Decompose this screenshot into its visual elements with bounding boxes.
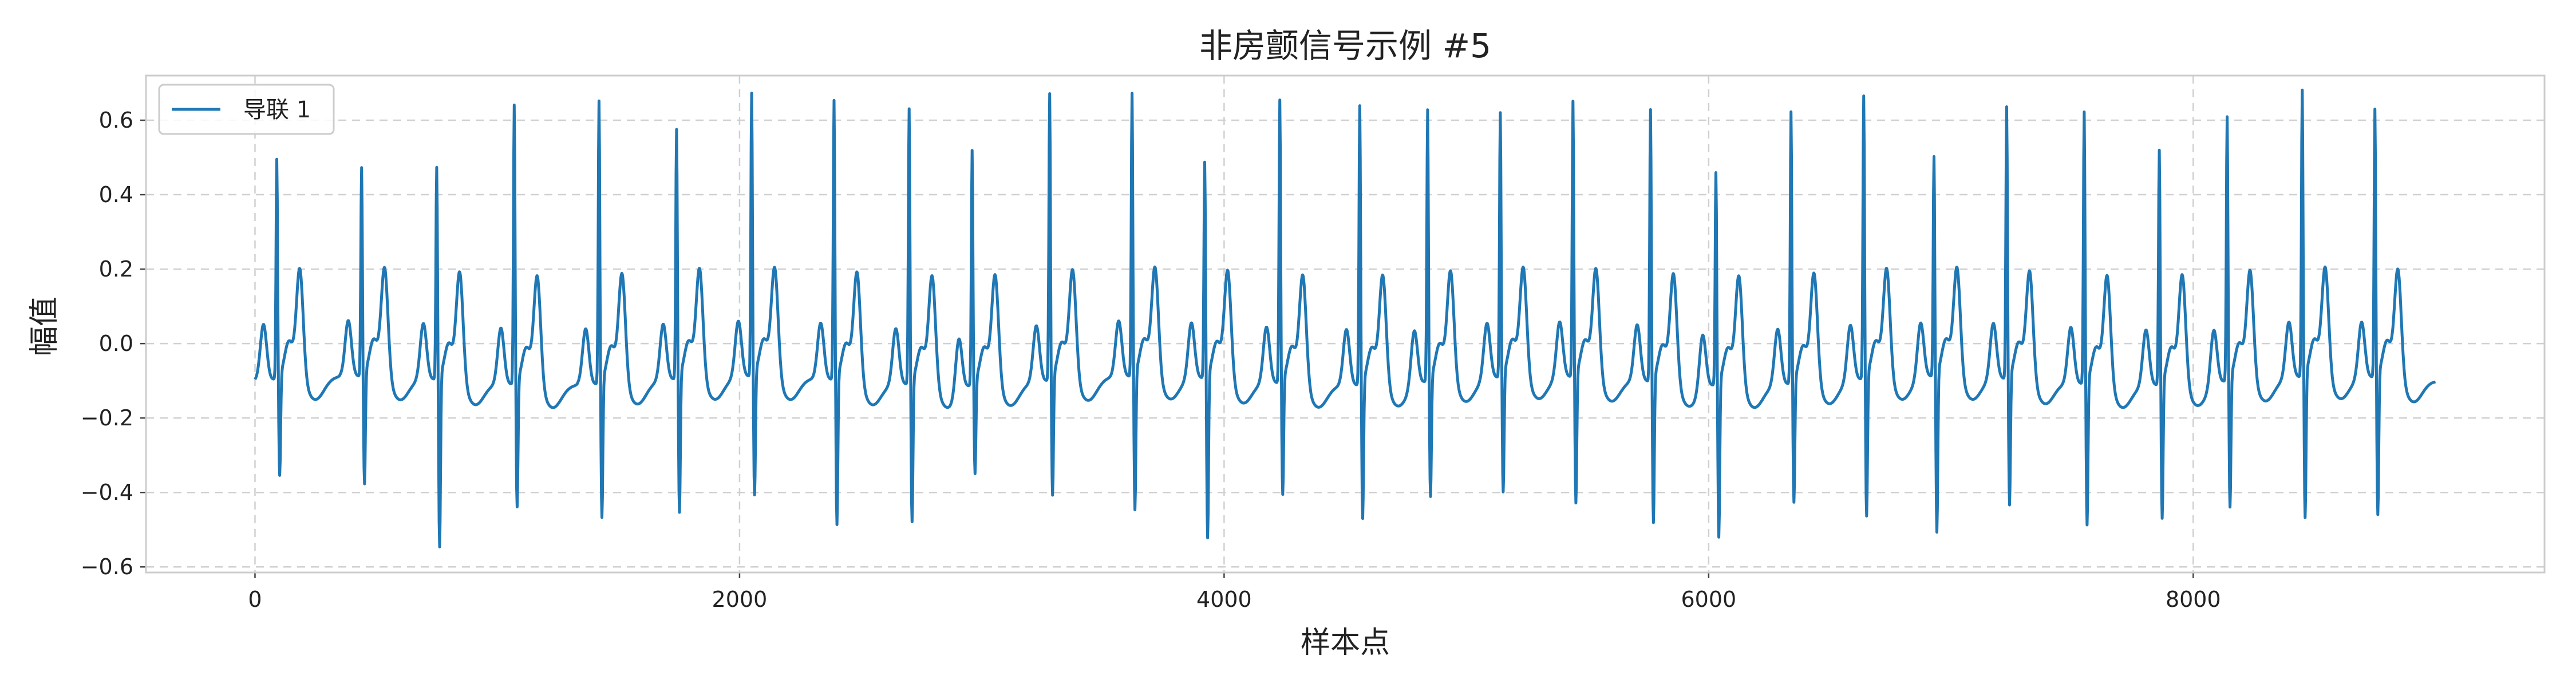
x-axis-label: 样本点 — [1301, 626, 1390, 660]
y-axis-label: 幅值 — [27, 297, 62, 356]
y-tick-label: 0.0 — [99, 331, 133, 356]
series-layer — [254, 88, 2437, 548]
y-tick-label: −0.2 — [81, 405, 133, 431]
plot-frame — [145, 74, 2546, 574]
y-tick-label: 0.4 — [99, 182, 133, 207]
x-tick-label: 6000 — [1681, 587, 1736, 612]
chart-title: 非房颤信号示例 #5 — [1199, 26, 1491, 65]
x-tick-label: 4000 — [1196, 587, 1252, 612]
legend: 导联 1 — [158, 84, 335, 135]
y-tick-label: 0.6 — [99, 108, 133, 133]
y-tick-label: −0.6 — [81, 554, 133, 579]
y-tick-label: 0.2 — [99, 256, 133, 282]
axis-ticks: 0 2000 4000 6000 8000 −0.6 −0.4 −0.2 0.0 0.2 0.4 0.… — [81, 108, 2221, 612]
x-tick-label: 0 — [248, 587, 262, 612]
legend-entry-lead-1: 导联 1 — [243, 97, 311, 123]
y-tick-label: −0.4 — [81, 480, 133, 505]
series-line-lead-1 — [254, 88, 2437, 548]
x-tick-label: 8000 — [2166, 587, 2221, 612]
legend-box — [158, 84, 335, 135]
x-tick-label: 2000 — [712, 587, 768, 612]
